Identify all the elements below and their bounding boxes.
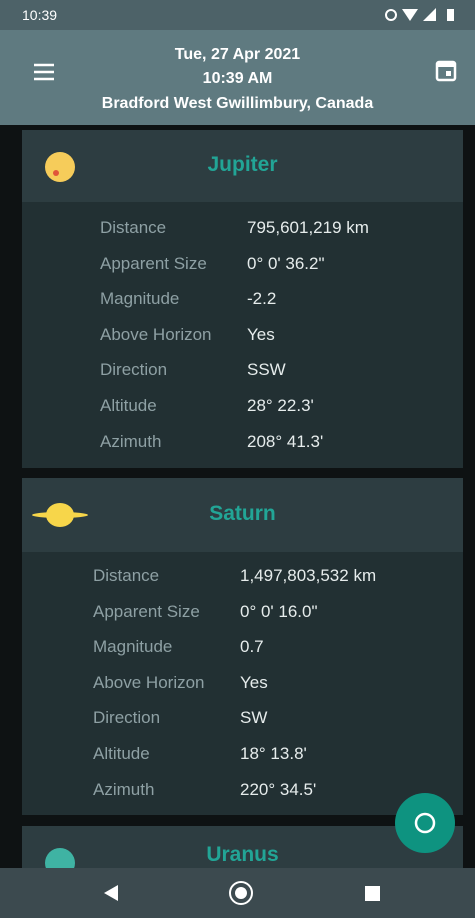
row-value: Yes bbox=[247, 324, 275, 344]
home-button[interactable] bbox=[229, 881, 253, 905]
app-bar-icons bbox=[34, 60, 457, 82]
status-icons bbox=[385, 8, 454, 21]
row-value: 220° 34.5' bbox=[240, 779, 317, 799]
row-label: Direction bbox=[93, 708, 161, 728]
planet-card: Saturn Distance 1,497,803,532 km Apparent S… bbox=[22, 478, 463, 815]
row-label: Distance bbox=[100, 218, 167, 237]
row-value: 208° 41.3' bbox=[247, 431, 324, 451]
planet-name: Saturn bbox=[209, 502, 276, 525]
status-time: 10:39 bbox=[22, 7, 58, 23]
row-value: SW bbox=[240, 708, 268, 728]
row-label: Magnitude bbox=[100, 289, 180, 309]
header-date: Tue, 27 Apr 2021 bbox=[174, 46, 301, 63]
card-header bbox=[22, 478, 463, 552]
row-label: Altitude bbox=[100, 396, 157, 415]
calendar-icon[interactable] bbox=[435, 60, 457, 82]
app-bar: Tue, 27 Apr 2021 10:39 AM Bradford West … bbox=[0, 30, 475, 125]
row-value: SSW bbox=[247, 360, 286, 380]
header-time: 10:39 AM bbox=[202, 70, 273, 87]
row-label: Azimuth bbox=[100, 431, 162, 451]
planet-icon bbox=[22, 478, 102, 552]
row-value: 0° 0' 16.0" bbox=[240, 601, 318, 621]
row-label: Distance bbox=[93, 566, 160, 585]
row-value: 18° 13.8' bbox=[240, 744, 307, 763]
row-label: Azimuth bbox=[93, 779, 155, 799]
row-value: 0.7 bbox=[240, 637, 264, 657]
planet-card: Jupiter Distance 795,601,219 km Apparent Si… bbox=[22, 130, 463, 468]
row-label: Apparent Size bbox=[93, 601, 200, 621]
row-label: Above Horizon bbox=[93, 672, 205, 692]
planet-icon bbox=[22, 130, 102, 204]
status-bar: 10:39 bbox=[0, 0, 475, 30]
planet-name: Uranus bbox=[206, 843, 279, 866]
row-value: Yes bbox=[240, 672, 268, 692]
row-label: Direction bbox=[100, 360, 168, 380]
row-value: -2.2 bbox=[247, 289, 277, 309]
row-label: Above Horizon bbox=[100, 324, 212, 344]
nav-bar bbox=[0, 868, 475, 918]
recents-button[interactable] bbox=[365, 886, 380, 901]
row-value: 795,601,219 km bbox=[247, 218, 369, 237]
row-value: 1,497,803,532 km bbox=[240, 566, 377, 585]
planet-name: Jupiter bbox=[207, 153, 278, 176]
back-button[interactable] bbox=[104, 885, 118, 901]
card-header bbox=[22, 130, 463, 202]
header-location: Bradford West Gwillimbury, Canada bbox=[101, 95, 374, 112]
row-label: Altitude bbox=[93, 744, 150, 763]
row-value: 0° 0' 36.2" bbox=[247, 253, 325, 273]
nav-buttons bbox=[104, 881, 380, 905]
menu-icon[interactable] bbox=[34, 63, 54, 81]
row-label: Magnitude bbox=[93, 637, 173, 657]
row-value: 28° 22.3' bbox=[247, 396, 314, 415]
row-label: Apparent Size bbox=[100, 253, 207, 273]
fab[interactable] bbox=[395, 793, 455, 853]
